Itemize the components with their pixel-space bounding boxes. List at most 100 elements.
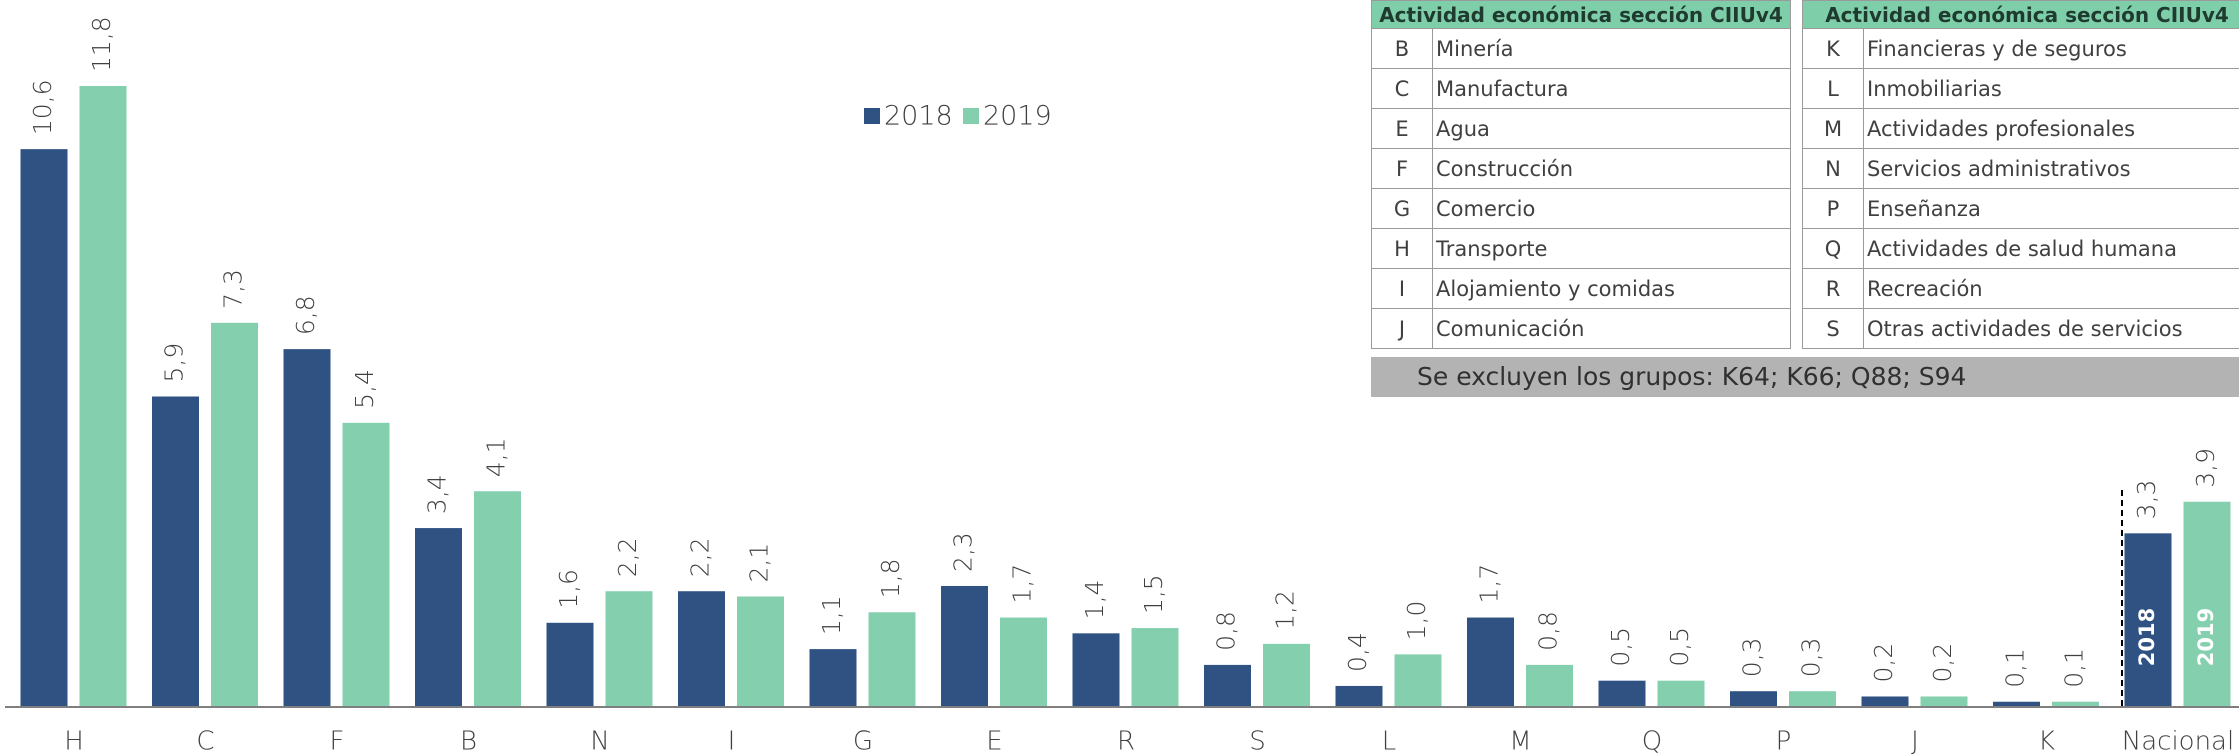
- bar: [1394, 654, 1442, 707]
- bar: [415, 528, 462, 707]
- code-cell: B: [1371, 28, 1433, 69]
- name-cell: Servicios administrativos: [1863, 148, 2239, 189]
- bar: [1467, 617, 1514, 707]
- bar: [342, 422, 390, 707]
- bar: [1335, 685, 1383, 707]
- bar: [474, 491, 521, 707]
- bar: [152, 396, 199, 707]
- x-tick-label: S: [1249, 727, 1266, 756]
- bar: [1526, 664, 1573, 707]
- bar: [1861, 696, 1909, 707]
- code-cell: C: [1371, 68, 1433, 109]
- x-tick-label: F: [330, 727, 345, 756]
- x-tick-label: I: [728, 727, 736, 756]
- value-label: 5,9: [160, 343, 189, 383]
- x-tick-label: N: [590, 727, 609, 756]
- name-cell: Financieras y de seguros: [1863, 28, 2239, 69]
- bar: [283, 349, 331, 707]
- bar: [2183, 501, 2231, 707]
- code-cell: E: [1371, 108, 1433, 149]
- x-tick-label: Q: [1642, 727, 1662, 756]
- table-row: F Construcción: [1371, 148, 1791, 189]
- value-label: 0,8: [1212, 611, 1241, 651]
- bar: [1920, 696, 1968, 707]
- code-cell: G: [1371, 188, 1433, 229]
- value-label: 1,4: [1080, 580, 1109, 620]
- value-label: 2,2: [613, 537, 642, 577]
- bar: [1598, 680, 1646, 707]
- name-cell: Recreación: [1863, 268, 2239, 309]
- value-label: 1,5: [1139, 574, 1168, 614]
- table-row: L Inmobiliarias: [1802, 68, 2239, 109]
- bar: [1657, 680, 1705, 707]
- value-label: 1,2: [1271, 590, 1300, 630]
- value-label: 3,9: [2191, 448, 2220, 488]
- table-row: H Transporte: [1371, 228, 1791, 269]
- bar: [2052, 701, 2099, 707]
- value-label: 0,2: [1869, 643, 1898, 683]
- legend-label: 2019: [983, 101, 1052, 132]
- value-label: 11,8: [87, 16, 116, 72]
- legend-label: 2018: [884, 101, 953, 132]
- x-tick-label: J: [1911, 727, 1919, 756]
- bar: [678, 591, 725, 707]
- bar: [211, 322, 258, 707]
- table-row: J Comunicación: [1371, 308, 1791, 349]
- table-row: Q Actividades de salud humana: [1802, 228, 2239, 269]
- code-cell: R: [1802, 268, 1864, 309]
- table-row: P Enseñanza: [1802, 188, 2239, 229]
- x-tick-label: B: [460, 727, 477, 756]
- value-label: 0,5: [1606, 627, 1635, 667]
- value-label: 0,3: [1738, 637, 1767, 677]
- value-label: 3,4: [423, 474, 452, 514]
- value-label: 0,2: [1928, 643, 1957, 683]
- code-cell: H: [1371, 228, 1433, 269]
- legend-swatch: [864, 108, 880, 124]
- bar: [605, 591, 653, 707]
- bar: [1204, 664, 1251, 707]
- x-tick-label: C: [196, 727, 214, 756]
- value-label: 2,2: [686, 537, 715, 577]
- name-cell: Alojamiento y comidas: [1432, 268, 1791, 309]
- value-label: 4,1: [482, 437, 511, 477]
- value-label: 10,6: [28, 79, 57, 135]
- bar: [1789, 691, 1836, 707]
- table-row: S Otras actividades de servicios: [1802, 308, 2239, 349]
- x-tick-label: M: [1509, 727, 1531, 756]
- table-row: I Alojamiento y comidas: [1371, 268, 1791, 309]
- legend-table: Actividad económica sección CIIUv4 K Fina…: [1802, 0, 2239, 349]
- value-label: 1,6: [554, 569, 583, 609]
- value-label: 2,1: [745, 543, 774, 583]
- table-row: E Agua: [1371, 108, 1791, 149]
- name-cell: Construcción: [1432, 148, 1791, 189]
- name-cell: Minería: [1432, 28, 1791, 69]
- bar: [1730, 691, 1777, 707]
- bar: [20, 149, 68, 708]
- name-cell: Comunicación: [1432, 308, 1791, 349]
- x-tick-label: Nacional: [2122, 727, 2234, 756]
- code-cell: F: [1371, 148, 1433, 189]
- code-cell: J: [1371, 308, 1433, 349]
- x-tick-label: E: [986, 727, 1002, 756]
- name-cell: Enseñanza: [1863, 188, 2239, 229]
- x-tick-label: H: [64, 727, 84, 756]
- bar: [868, 612, 916, 707]
- bar: [1263, 643, 1310, 707]
- x-tick-label: L: [1382, 727, 1397, 756]
- code-cell: K: [1802, 28, 1864, 69]
- x-tick-label: G: [853, 727, 873, 756]
- value-label: 3,3: [2132, 480, 2161, 520]
- value-label: 1,8: [876, 559, 905, 599]
- name-cell: Actividades profesionales: [1863, 108, 2239, 149]
- code-cell: I: [1371, 268, 1433, 309]
- table-row: N Servicios administrativos: [1802, 148, 2239, 189]
- table-header: Actividad económica sección CIIUv4: [1802, 0, 2239, 29]
- bar: [1072, 633, 1120, 707]
- value-label: 0,5: [1665, 627, 1694, 667]
- name-cell: Otras actividades de servicios: [1863, 308, 2239, 349]
- value-label: 0,1: [2001, 648, 2030, 688]
- name-cell: Inmobiliarias: [1863, 68, 2239, 109]
- code-cell: N: [1802, 148, 1864, 189]
- name-cell: Transporte: [1432, 228, 1791, 269]
